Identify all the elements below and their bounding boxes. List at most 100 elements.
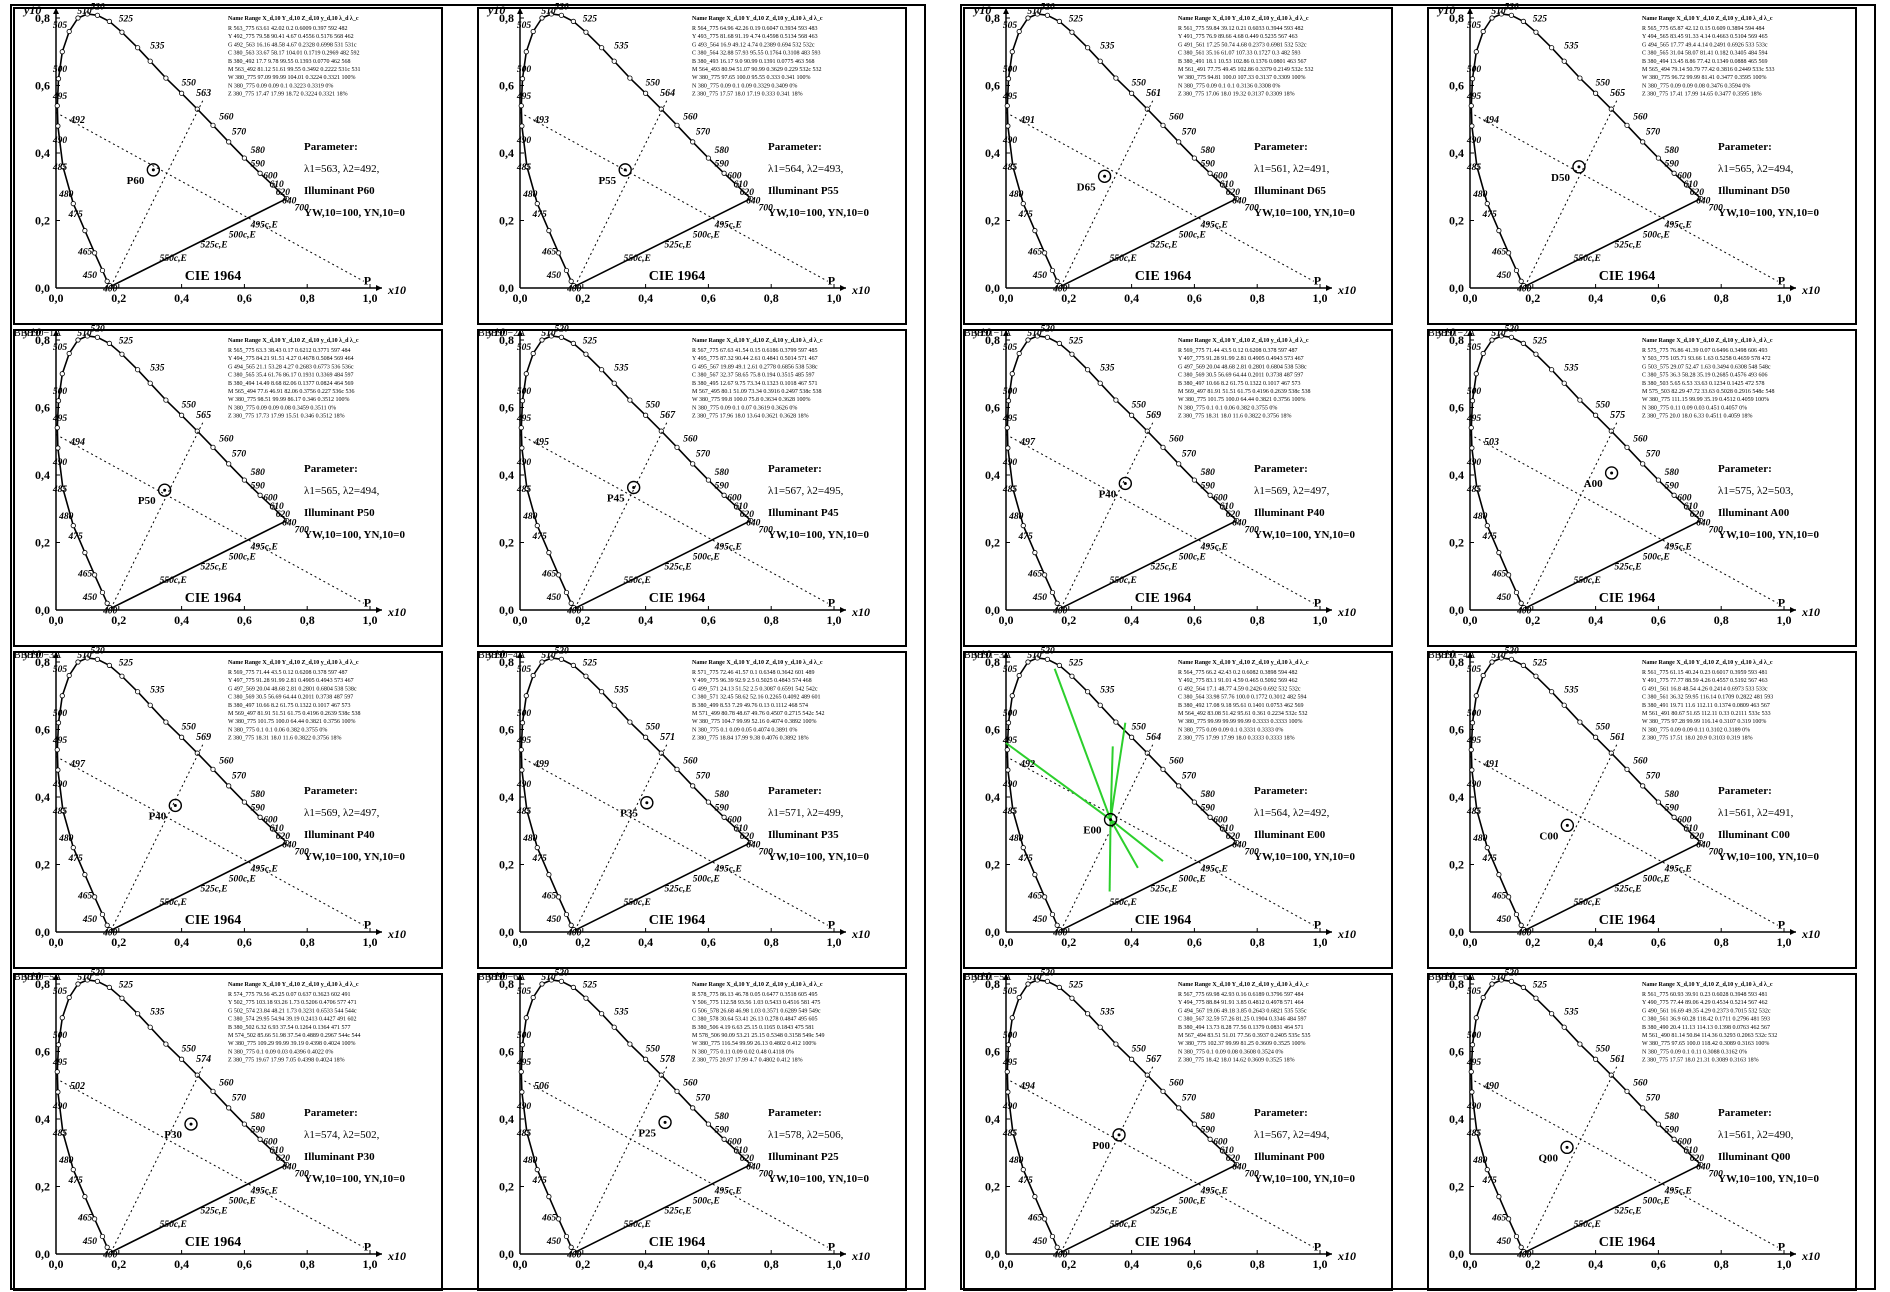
locus-point — [55, 1042, 62, 1048]
locus-point — [705, 155, 712, 161]
locus-point — [1207, 1136, 1213, 1142]
locus-point — [611, 58, 617, 64]
locus-point — [257, 170, 263, 176]
wavelength-label: 500 — [53, 65, 68, 75]
y-tick-label: 0,8 — [985, 11, 1000, 25]
locus-point — [1220, 1148, 1226, 1154]
wavelength-label: 600 — [1677, 171, 1692, 181]
locus-point — [611, 702, 617, 708]
x-tick-label: 0,6 — [1187, 613, 1202, 627]
wavelength-label: 480 — [58, 1156, 74, 1166]
wavelength-label: 490 — [1002, 458, 1018, 468]
wavelength-label: 700 — [295, 203, 310, 213]
locus-point — [1113, 1041, 1119, 1047]
locus-point — [75, 981, 81, 987]
parameter-line: Parameter: — [768, 141, 822, 153]
dominant-line — [1005, 756, 1314, 926]
wavelength-label: 495 — [1002, 414, 1018, 424]
purple-label: 550c,E — [624, 254, 651, 264]
purple-label: 495c,E — [250, 864, 278, 874]
locus-point — [1624, 1088, 1630, 1094]
locus-point — [674, 1088, 680, 1094]
wavelength-label: 450 — [1032, 915, 1048, 925]
purple-label: 525c,E — [200, 885, 227, 895]
data-table-row: Z 380_775 17.57 18.0 17.19 0.333 0.341 1… — [692, 92, 803, 98]
locus-point — [104, 1244, 110, 1250]
locus-point — [1129, 412, 1135, 418]
wavelength-label: 700 — [759, 525, 774, 535]
wavelength-label: 400 — [102, 606, 118, 616]
locus-point — [1113, 397, 1119, 403]
purple-line — [1524, 1163, 1702, 1254]
lambda1-label: 565 — [1610, 88, 1625, 99]
wavelength-label: 480 — [522, 512, 538, 522]
locus-point — [548, 655, 555, 661]
wavelength-label: 525 — [1533, 980, 1548, 990]
wavelength-label: 505 — [1003, 21, 1018, 31]
white-point-marker — [184, 1117, 198, 1131]
locus-point — [84, 977, 91, 983]
wavelength-label: 520 — [1505, 3, 1520, 13]
wavelength-label: 520 — [1505, 647, 1520, 657]
data-table-row: R 571_775 72.46 41.57 0.1 0.6348 0.3642 … — [692, 670, 815, 676]
data-table-row: G 493_564 16.9 49.12 4.74 0.2389 0.694 5… — [692, 42, 815, 48]
dominant-line — [519, 112, 828, 282]
locus-point — [583, 995, 589, 1001]
data-table-row: N 380_775 0.1 0.09 0.05 0.4074 0.3891 0% — [692, 727, 797, 733]
purple-label: 500c,E — [1643, 1196, 1670, 1206]
locus-point — [546, 872, 552, 878]
locus-point — [1042, 1216, 1048, 1222]
data-table-row: Z 380_775 19.67 17.99 7.05 0.4398 0.4024… — [228, 1058, 345, 1064]
data-table-row: Z 380_775 18.84 17.99 9.38 0.4076 0.3892… — [692, 736, 809, 742]
parameter-line: λ1=564, λ2=493, — [768, 163, 844, 175]
locus-point — [99, 267, 106, 274]
wavelength-label: 400 — [102, 1250, 118, 1260]
wavelength-label: 465 — [77, 569, 93, 579]
locus-point — [583, 351, 589, 357]
white-point-dot — [623, 168, 627, 172]
locus-point — [84, 333, 91, 339]
locus-point — [147, 1024, 153, 1030]
wavelength-label: 485 — [1002, 807, 1018, 817]
locus-point — [1044, 978, 1051, 984]
y-axis-label: y10 — [486, 325, 505, 339]
wavelength-label: 505 — [1003, 987, 1018, 997]
locus-point — [1469, 1089, 1475, 1095]
wavelength-label: 535 — [1100, 41, 1115, 51]
wavelength-label: 590 — [715, 482, 730, 492]
data-table-row: C 380_565 35.4 61.76 86.17 0.1931 0.3369… — [228, 373, 354, 379]
wavelength-label: 475 — [1018, 532, 1034, 542]
locus-point — [530, 350, 536, 357]
wavelength-label: 490 — [1466, 1102, 1482, 1112]
locus-point — [1469, 123, 1475, 129]
locus-point — [226, 139, 232, 145]
data-table-row: W 380_775 97.65 100.0 118.42 0.3089 0.31… — [1642, 1041, 1769, 1047]
locus-point — [539, 337, 545, 343]
wavelength-label: 580 — [1201, 790, 1216, 800]
locus-point — [1056, 662, 1062, 668]
locus-point — [1160, 444, 1166, 450]
data-table-header: Name Range X_d,10 Y_d,10 Z_d,10 y_d,10 λ… — [692, 338, 823, 344]
locus-point — [1025, 981, 1031, 987]
locus-point — [94, 12, 101, 18]
locus-point — [135, 689, 141, 695]
purple-label: 500c,E — [229, 552, 256, 562]
parameter-line: YW,10=100, YN,10=0 — [304, 529, 405, 541]
lambda2-label: 506 — [534, 1081, 549, 1092]
p-label: P — [1314, 273, 1321, 287]
locus-point — [75, 15, 81, 21]
locus-point — [241, 477, 247, 483]
dominant-line — [1005, 1078, 1314, 1248]
parameter-line: Illuminant D65 — [1254, 185, 1326, 197]
data-table-row: Z 380_775 17.96 18.0 13.64 0.3621 0.3628… — [692, 414, 809, 420]
compensatory-line — [574, 98, 669, 287]
locus-point — [1489, 15, 1495, 21]
locus-point — [523, 1015, 529, 1021]
white-point-dot — [645, 801, 649, 805]
locus-point — [627, 1041, 633, 1047]
panel-frame — [963, 651, 1393, 969]
compensatory-line — [110, 98, 205, 287]
wavelength-label: 590 — [251, 1126, 266, 1136]
data-table-row: Y 494_565 83.45 91.33 4.14 0.4663 0.5104… — [1642, 34, 1768, 40]
wavelength-label: 475 — [1018, 854, 1034, 864]
